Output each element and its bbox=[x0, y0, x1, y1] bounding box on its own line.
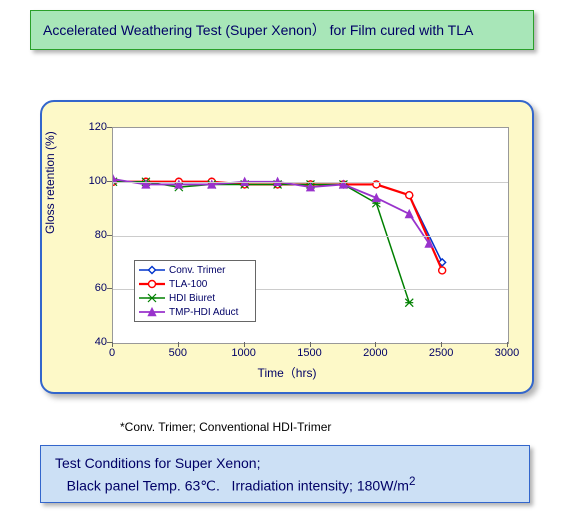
title-box: Accelerated Weathering Test (Super Xenon… bbox=[30, 10, 534, 50]
page-title: Accelerated Weathering Test (Super Xenon… bbox=[43, 20, 473, 40]
legend-item: Conv. Trimer bbox=[139, 263, 251, 277]
x-tick-label: 1000 bbox=[231, 347, 255, 359]
x-axis-label: Time（hrs) bbox=[258, 364, 317, 381]
x-tick-label: 1500 bbox=[297, 347, 321, 359]
x-tick-label: 2500 bbox=[429, 347, 453, 359]
y-tick-label: 120 bbox=[77, 121, 107, 133]
y-tick-label: 60 bbox=[77, 282, 107, 294]
legend: Conv. TrimerTLA-100HDI BiuretTMP-HDI Adu… bbox=[134, 260, 256, 322]
y-tick-label: 40 bbox=[77, 336, 107, 348]
y-tick-label: 80 bbox=[77, 229, 107, 241]
legend-item: HDI Biuret bbox=[139, 291, 251, 305]
x-tick-label: 0 bbox=[109, 347, 115, 359]
footnote: *Conv. Trimer; Conventional HDI-Trimer bbox=[120, 420, 331, 434]
conditions-box: Test Conditions for Super Xenon; Black p… bbox=[40, 445, 530, 503]
x-tick-label: 3000 bbox=[495, 347, 519, 359]
chart-panel: Gloss retention (%) Time（hrs) Conv. Trim… bbox=[40, 100, 534, 394]
y-tick-label: 100 bbox=[77, 175, 107, 187]
legend-item: TMP-HDI Aduct bbox=[139, 305, 251, 319]
x-tick-label: 2000 bbox=[363, 347, 387, 359]
conditions-line1: Test Conditions for Super Xenon; bbox=[55, 454, 515, 474]
legend-item: TLA-100 bbox=[139, 277, 251, 291]
y-axis-label: Gloss retention (%) bbox=[43, 131, 57, 234]
conditions-line2: Black panel Temp. 63℃. Irradiation inten… bbox=[55, 474, 515, 496]
x-tick-label: 500 bbox=[169, 347, 187, 359]
